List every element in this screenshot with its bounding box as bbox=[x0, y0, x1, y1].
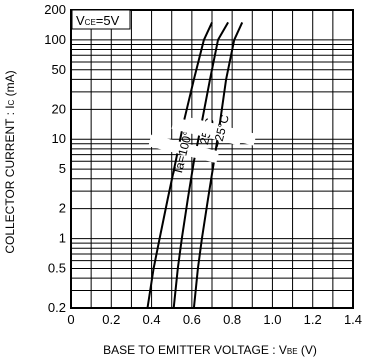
y-tick-label: 100 bbox=[44, 32, 66, 47]
curves bbox=[146, 21, 244, 309]
y-axis-label: COLLECTOR CURRENT : IC (mA) bbox=[3, 70, 17, 253]
x-tick-label: 1.0 bbox=[263, 312, 281, 327]
x-axis-label-sub: BE bbox=[287, 347, 298, 356]
y-tick-label: 200 bbox=[44, 2, 66, 17]
series-label-bg bbox=[185, 117, 257, 146]
x-tick-label: 0.2 bbox=[102, 312, 120, 327]
tick-labels: 0 0.2 0.4 0.6 0.8 1.0 1.2 1.40.20.5125102050100… bbox=[44, 2, 362, 327]
x-tick-label: 0.4 bbox=[143, 312, 161, 327]
x-axis-label-main: BASE TO EMITTER VOLTAGE : V bbox=[103, 343, 287, 357]
y-tick-label: 5 bbox=[59, 161, 66, 176]
y-tick-label: 2 bbox=[59, 201, 66, 216]
y-tick-label: 1 bbox=[59, 231, 66, 246]
series-label-bg bbox=[148, 134, 220, 164]
condition-sub: CE bbox=[85, 18, 96, 27]
y-tick-label: 10 bbox=[52, 131, 66, 146]
series-line bbox=[192, 21, 244, 309]
y-tick-label: 0.2 bbox=[48, 300, 66, 315]
y-tick-label: 0.5 bbox=[48, 260, 66, 275]
x-axis-label: BASE TO EMITTER VOLTAGE : VBE (V) bbox=[103, 343, 317, 357]
series-labels: Ta=100°C25°C−25°C bbox=[148, 113, 257, 176]
y-tick-label: 20 bbox=[52, 101, 66, 116]
x-tick-label: 0.6 bbox=[183, 312, 201, 327]
condition-main: V bbox=[76, 13, 85, 28]
y-axis-label-main: COLLECTOR CURRENT : I bbox=[3, 105, 17, 253]
plot-frame bbox=[70, 9, 354, 309]
x-tick-label: 0 bbox=[67, 312, 74, 327]
y-axis-label-unit: (mA) bbox=[3, 70, 17, 99]
condition-box: VCE=5V bbox=[71, 9, 131, 30]
series-line bbox=[172, 21, 229, 309]
y-axis-label-sub: C bbox=[7, 99, 16, 105]
x-tick-label: 0.8 bbox=[223, 312, 241, 327]
x-tick-label: 1.4 bbox=[344, 312, 362, 327]
svg-text:VCE=5V: VCE=5V bbox=[76, 13, 120, 28]
x-axis-label-unit: (V) bbox=[298, 343, 317, 357]
x-tick-label: 1.2 bbox=[304, 312, 322, 327]
condition-value: =5V bbox=[96, 13, 120, 28]
series-line bbox=[146, 21, 213, 309]
y-tick-label: 50 bbox=[52, 62, 66, 77]
